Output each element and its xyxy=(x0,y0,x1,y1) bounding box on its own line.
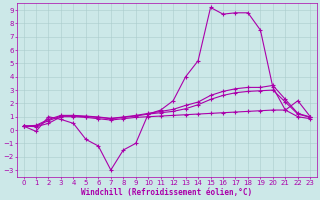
X-axis label: Windchill (Refroidissement éolien,°C): Windchill (Refroidissement éolien,°C) xyxy=(81,188,252,197)
